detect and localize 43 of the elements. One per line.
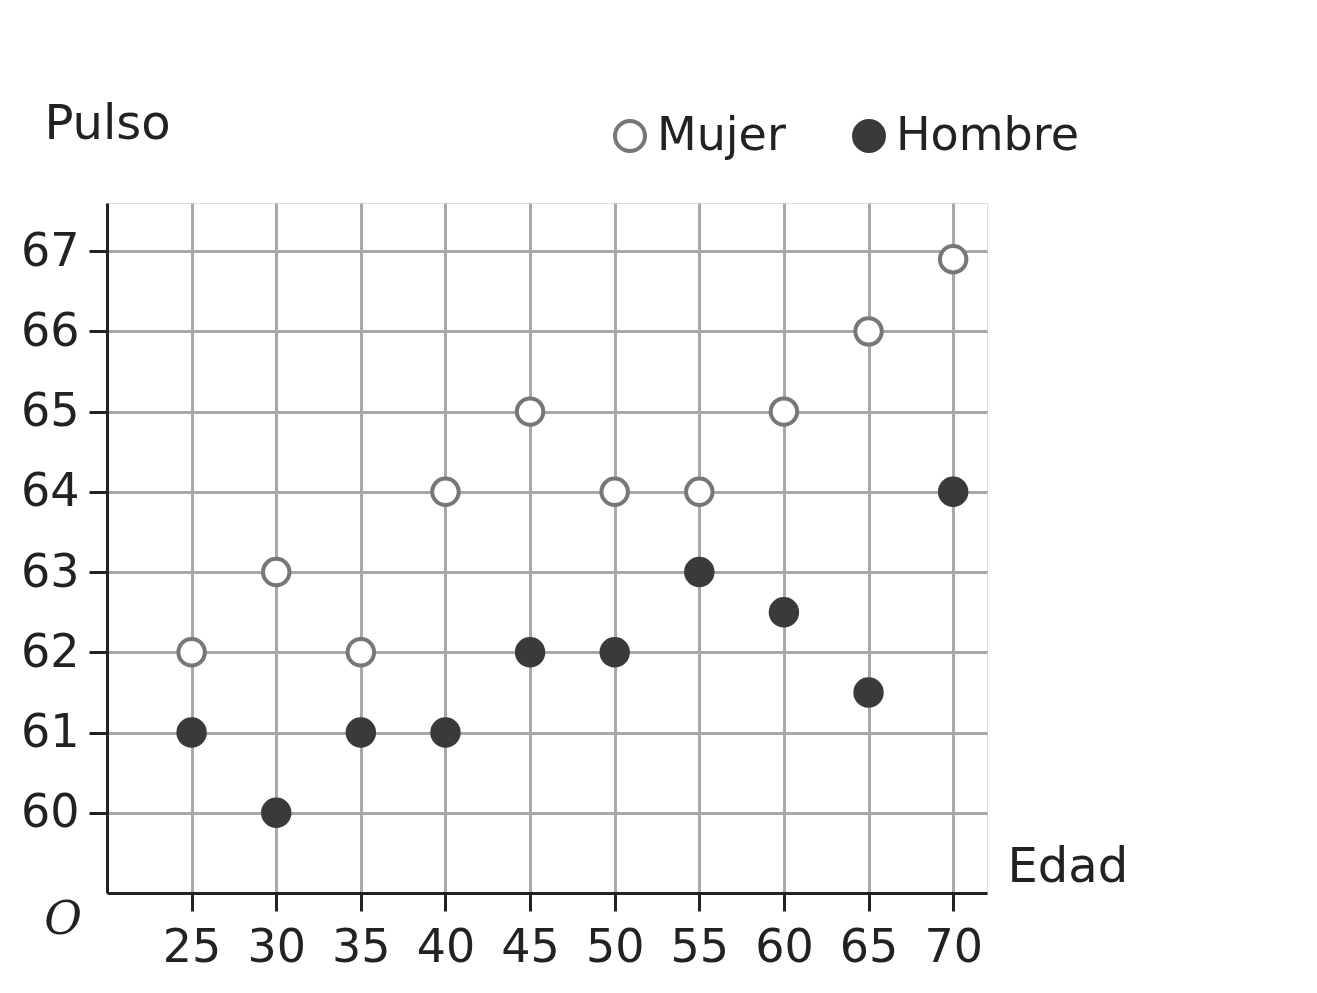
x-tick-label: 70 (924, 918, 983, 973)
point (853, 316, 884, 347)
y-tick-label: 61 (20, 704, 80, 759)
text: O (44, 891, 82, 945)
point (684, 556, 715, 588)
point (430, 717, 461, 748)
legend-label: Mujer (657, 107, 786, 161)
y-axis-title: Pulso (44, 93, 171, 150)
point (261, 797, 292, 828)
y-tick-label: 67 (20, 222, 80, 277)
x-tick-label: 50 (585, 918, 645, 973)
point (768, 596, 800, 628)
point (684, 476, 715, 508)
point (937, 243, 969, 275)
y-tick-label: 65 (20, 383, 80, 438)
x-tick-label: 35 (332, 918, 391, 973)
point (937, 476, 969, 508)
point (261, 556, 292, 588)
point (345, 717, 377, 748)
x-tick-label: 60 (755, 918, 814, 973)
x-tick-label: 65 (839, 918, 899, 973)
y-tick-label: 66 (20, 302, 80, 357)
point (514, 637, 546, 668)
y-tick-label: 64 (20, 463, 80, 518)
y-tick-label: 62 (20, 623, 80, 678)
y-tick-label: 63 (20, 543, 80, 598)
x-tick-label: 25 (162, 918, 222, 973)
point (430, 476, 461, 508)
point (514, 396, 546, 427)
point (768, 396, 800, 427)
x-tick-label: 45 (501, 918, 560, 973)
point (345, 637, 377, 668)
y-tick-label: 60 (20, 784, 80, 839)
point (599, 637, 630, 668)
x-tick-label: 55 (670, 918, 730, 973)
point (853, 677, 884, 708)
x-tick-label: 30 (247, 918, 306, 973)
x-tick-label: 40 (416, 918, 476, 973)
point (176, 717, 207, 748)
x-axis-title: Edad (1007, 836, 1129, 893)
point (599, 476, 630, 508)
legend-label: Hombre (896, 107, 1079, 161)
point (176, 637, 207, 668)
